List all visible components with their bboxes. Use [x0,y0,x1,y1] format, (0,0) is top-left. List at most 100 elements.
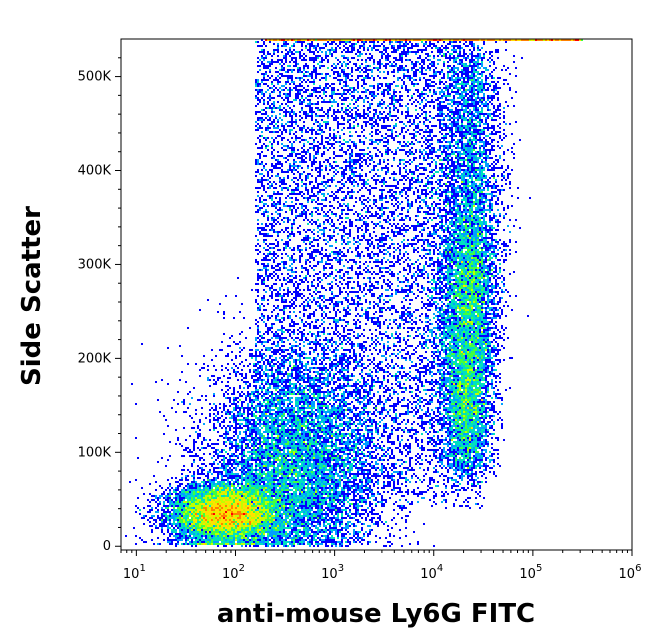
density-point [471,209,473,211]
density-point [405,39,407,41]
density-point [319,47,321,49]
density-point [505,39,507,41]
density-point [283,179,285,181]
density-point [461,149,463,151]
density-point [489,61,491,63]
density-point [461,129,463,131]
density-point [361,79,363,81]
density-point [447,39,449,41]
density-point [461,103,463,105]
density-point [479,173,481,175]
density-point [261,119,263,121]
density-point [395,193,397,195]
density-point [501,175,503,177]
density-point [503,171,505,173]
density-point [495,89,497,91]
density-point [313,207,315,209]
density-point [259,65,261,67]
density-point [463,91,465,93]
density-point [431,131,433,133]
density-point [467,151,469,153]
density-point [447,147,449,149]
density-point [411,83,413,85]
density-point [343,139,345,141]
density-point [345,83,347,85]
density-point [483,129,485,131]
density-point [485,127,487,129]
density-point [449,205,451,207]
density-point [483,115,485,117]
density-point [313,81,315,83]
density-point [393,195,395,197]
density-point [443,91,445,93]
density-point [337,141,339,143]
density-point [303,197,305,199]
density-point [499,155,501,157]
density-point [263,41,265,43]
density-point [259,157,261,159]
density-point [399,59,401,61]
density-point [297,71,299,73]
density-point [439,163,441,165]
density-point [473,113,475,115]
density-point [363,117,365,119]
density-point [491,185,493,187]
density-point [465,57,467,59]
density-point [377,41,379,43]
density-point [369,41,371,43]
density-point [435,165,437,167]
density-point [491,77,493,79]
density-point [265,127,267,129]
density-point [477,125,479,127]
density-point [541,39,543,41]
density-point [389,43,391,45]
density-point [351,161,353,163]
density-point [261,201,263,203]
density-point [415,181,417,183]
density-point [303,139,305,141]
density-point [367,183,369,185]
density-point [461,69,463,71]
density-point [495,119,497,121]
density-point [415,187,417,189]
density-point [299,165,301,167]
density-point [349,181,351,183]
density-point [507,205,509,207]
density-point [405,89,407,91]
density-point [443,113,445,115]
density-point [477,199,479,201]
density-point [423,149,425,151]
density-point [491,103,493,105]
density-point [453,91,455,93]
density-point [397,67,399,69]
density-point [475,141,477,143]
density-point [469,139,471,141]
density-point [473,163,475,165]
density-point [331,87,333,89]
density-point [331,181,333,183]
density-point [287,171,289,173]
density-point [501,185,503,187]
density-point [295,197,297,199]
density-point [519,39,521,41]
density-point [273,187,275,189]
density-point [331,179,333,181]
density-point [357,55,359,57]
density-point [489,115,491,117]
density-point [411,205,413,207]
density-point [279,109,281,111]
density-point [411,179,413,181]
density-point [343,93,345,95]
density-point [371,103,373,105]
density-point [489,97,491,99]
density-point [401,51,403,53]
density-point [459,79,461,81]
density-point [449,143,451,145]
density-point [407,53,409,55]
density-point [263,83,265,85]
density-point [493,107,495,109]
density-point [367,189,369,191]
density-point [401,85,403,87]
density-point [425,125,427,127]
density-point [343,45,345,47]
